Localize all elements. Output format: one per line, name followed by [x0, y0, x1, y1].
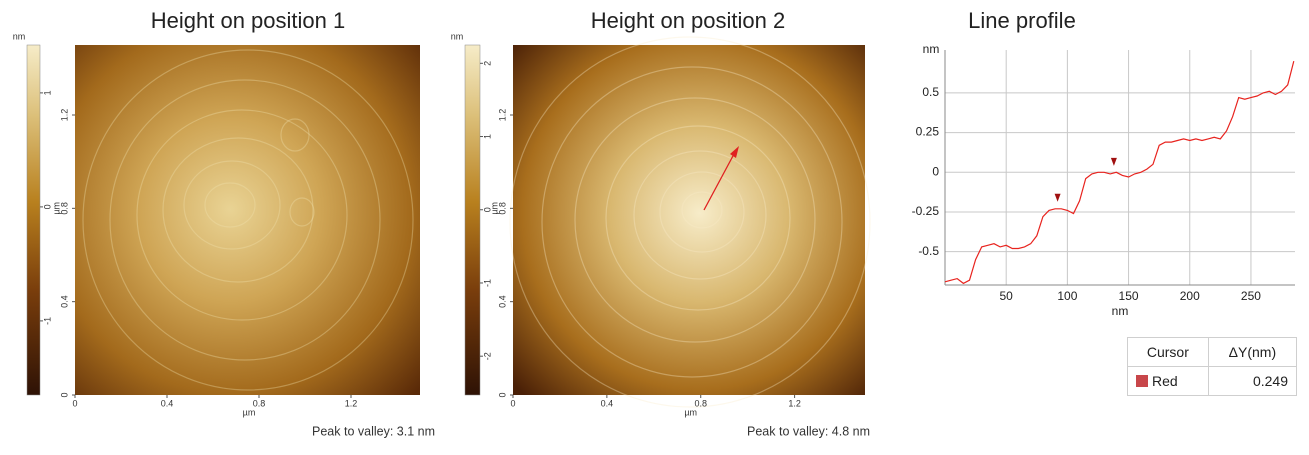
cursor-table: Cursor ΔY(nm) Red 0.249	[1127, 337, 1298, 396]
y-tick-label: 0.8	[59, 202, 69, 215]
y-axis-label: µm	[489, 202, 499, 215]
y-tick-label: 0.4	[497, 295, 507, 308]
y-tick-label: 0	[59, 392, 69, 397]
afm-image-2	[509, 36, 871, 408]
y-tick-label: 0.8	[497, 202, 507, 215]
swatch	[1136, 375, 1148, 387]
colorbar-tick-label: 1	[482, 134, 492, 139]
x-tick-label: 0.4	[601, 398, 614, 408]
profile-line	[944, 60, 1295, 285]
x-tick-label: 200	[1180, 289, 1200, 303]
x-tick-label: 0	[72, 398, 77, 408]
y-tick-label: -0.25	[912, 204, 940, 218]
cursor-name: Red	[1152, 373, 1178, 389]
table-header: Cursor	[1127, 337, 1209, 367]
chart-title: Line profile	[968, 8, 1076, 33]
table-cell: 0.249	[1207, 366, 1298, 396]
chart-title: Height on position 1	[151, 8, 345, 33]
y-tick-label: 0	[497, 392, 507, 397]
annotation: Peak to valley: 4.8 nm	[747, 424, 870, 438]
colorbar-tick-label: 0	[42, 204, 52, 209]
colorbar-tick-label: -1	[482, 279, 492, 287]
cursor-marker	[1054, 193, 1061, 202]
x-tick-label: 250	[1241, 289, 1261, 303]
table-header: ΔY(nm)	[1207, 337, 1298, 367]
y-tick-label: 0.25	[916, 125, 940, 139]
colorbar-label: nm	[13, 31, 26, 41]
x-tick-label: 150	[1119, 289, 1139, 303]
x-axis-label: µm	[243, 407, 256, 417]
x-tick-label: 0	[510, 398, 515, 408]
colorbar-tick-label: 1	[42, 90, 52, 95]
y-tick-label: 0	[932, 164, 939, 178]
colorbar-tick-label: -1	[42, 317, 52, 325]
y-tick-label: 1.2	[59, 109, 69, 122]
y-tick-label: -0.5	[918, 244, 939, 258]
x-tick-label: 1.2	[345, 398, 358, 408]
x-tick-label: 0.4	[161, 398, 174, 408]
annotation: Peak to valley: 3.1 nm	[312, 424, 435, 438]
afm-image-1	[75, 45, 420, 395]
table-cell: Red	[1127, 366, 1209, 396]
colorbar-label: nm	[451, 31, 464, 41]
y-tick-label: 0.4	[59, 295, 69, 308]
x-tick-label: 0.8	[694, 398, 707, 408]
x-axis-label: µm	[684, 407, 697, 417]
x-tick-label: 0.8	[253, 398, 266, 408]
chart-title: Height on position 2	[591, 8, 785, 33]
y-tick-label: 0.5	[922, 85, 939, 99]
colorbar	[464, 44, 481, 396]
y-axis-label: µm	[51, 202, 61, 215]
y-axis-label: nm	[923, 42, 940, 56]
colorbar-tick-label: -2	[482, 352, 492, 360]
x-tick-label: 100	[1057, 289, 1077, 303]
colorbar	[26, 44, 41, 396]
colorbar-tick-label: 2	[482, 61, 492, 66]
x-axis-label: nm	[1112, 304, 1129, 318]
x-tick-label: 50	[1000, 289, 1014, 303]
x-tick-label: 1.2	[788, 398, 801, 408]
y-tick-label: 1.2	[497, 109, 507, 122]
colorbar-tick-label: 0	[482, 207, 492, 212]
cursor-marker	[1110, 157, 1117, 166]
